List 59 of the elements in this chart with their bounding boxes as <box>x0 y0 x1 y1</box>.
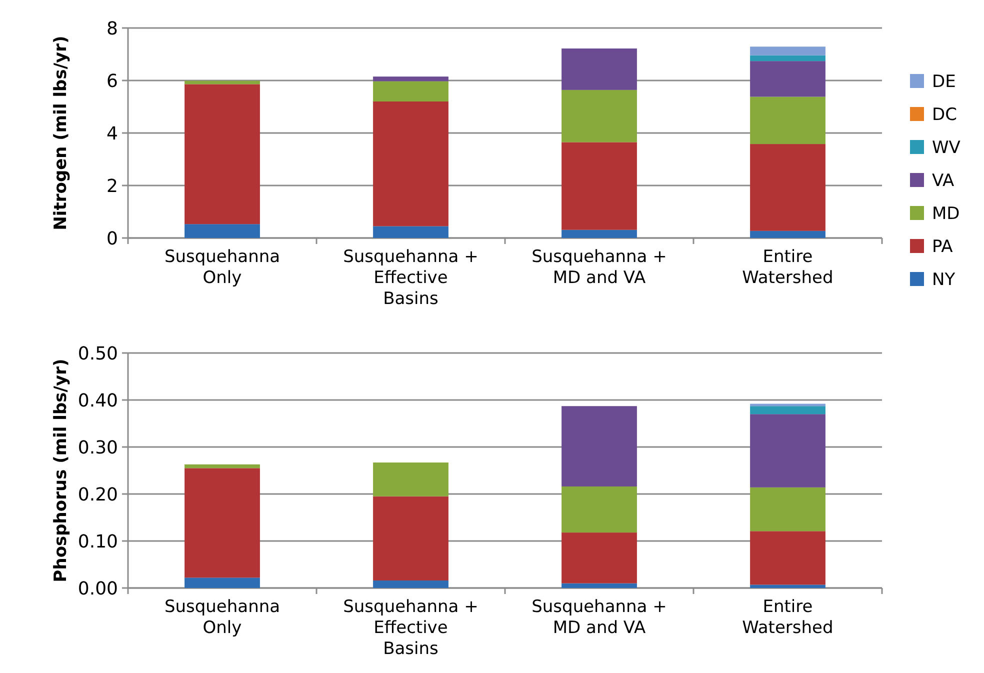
bar <box>750 144 826 231</box>
y-tick-label: 0.40 <box>78 390 118 412</box>
bar <box>562 532 637 584</box>
bar <box>750 531 826 585</box>
bar <box>750 55 826 62</box>
bar <box>373 496 448 580</box>
bar <box>184 468 260 578</box>
bar <box>184 224 260 238</box>
legend-label: MD <box>932 204 960 224</box>
bar <box>562 90 637 142</box>
bar <box>750 61 826 97</box>
x-tick-label: Susquehanna + Effective Basins <box>343 597 478 659</box>
legend-label: DE <box>932 72 956 92</box>
bar <box>184 464 260 468</box>
bar <box>562 583 637 588</box>
x-tick-label: Susquehanna + Effective Basins <box>343 247 478 309</box>
y-tick-label: 0.50 <box>78 343 118 364</box>
y-tick-label: 0.30 <box>78 437 118 458</box>
x-tick-label: Susquehanna Only <box>164 247 280 288</box>
bar <box>184 578 260 588</box>
bar <box>373 102 448 226</box>
y-tick-label: 0.20 <box>78 484 118 506</box>
bar <box>750 584 826 588</box>
bar <box>184 84 260 224</box>
legend-label: NY <box>932 270 956 290</box>
y-tick-label: 0.00 <box>78 578 118 600</box>
y-axis-title: Nitrogen (mil lbs/yr) <box>51 36 71 230</box>
bar <box>373 81 448 102</box>
x-tick-label: Susquehanna + MD and VA <box>532 597 667 638</box>
bar <box>750 96 826 144</box>
bar <box>373 580 448 588</box>
bar <box>750 406 826 414</box>
y-tick-label: 2 <box>106 176 118 197</box>
bar <box>373 76 448 82</box>
y-tick-label: 0 <box>106 228 118 250</box>
legend-label: WV <box>932 138 961 158</box>
x-tick-label: Susquehanna + MD and VA <box>532 247 667 288</box>
y-tick-label: 4 <box>106 123 118 144</box>
bar <box>750 487 826 532</box>
bar <box>750 414 826 488</box>
bar <box>562 142 637 230</box>
y-tick-label: 6 <box>106 70 118 92</box>
bar <box>750 46 826 56</box>
y-tick-label: 0.10 <box>78 531 118 552</box>
x-tick-label: Entire Watershed <box>742 597 834 638</box>
bar <box>562 486 637 533</box>
y-tick-label: 8 <box>106 18 118 40</box>
bar <box>562 48 637 90</box>
x-tick-label: Entire Watershed <box>742 247 834 288</box>
legend-label: DC <box>932 104 957 125</box>
bar <box>373 462 448 496</box>
x-tick-label: Susquehanna Only <box>164 597 280 638</box>
y-axis-title: Phosphorus (mil lbs/yr) <box>51 358 71 582</box>
bar <box>750 230 826 238</box>
bar <box>562 230 637 238</box>
bar <box>373 226 448 238</box>
bar <box>562 406 637 486</box>
legend-label: PA <box>932 236 954 257</box>
legend-label: VA <box>932 170 955 191</box>
